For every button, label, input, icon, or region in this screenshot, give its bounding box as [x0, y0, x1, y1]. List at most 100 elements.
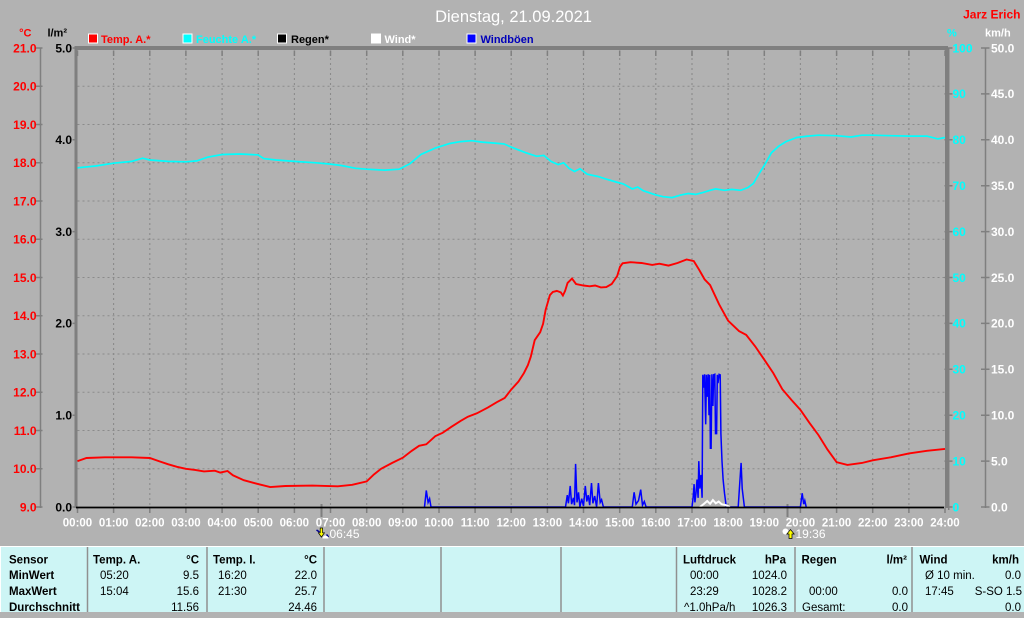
- svg-text:9.5: 9.5: [183, 570, 199, 582]
- svg-text:30.0: 30.0: [991, 225, 1015, 239]
- svg-text:4.0: 4.0: [55, 133, 72, 147]
- svg-text:9.0: 9.0: [20, 500, 37, 514]
- svg-text:18.0: 18.0: [13, 156, 37, 170]
- svg-text:05:20: 05:20: [100, 570, 129, 582]
- svg-text:Regen: Regen: [802, 555, 837, 567]
- svg-text:10:00: 10:00: [424, 518, 453, 530]
- svg-text:15.6: 15.6: [177, 586, 199, 598]
- svg-text:15.0: 15.0: [13, 271, 37, 285]
- svg-text:hPa: hPa: [765, 555, 787, 567]
- svg-text:23:29: 23:29: [690, 586, 719, 598]
- svg-text:Regen*: Regen*: [291, 34, 330, 46]
- svg-text:10.0: 10.0: [13, 462, 37, 476]
- svg-text:40.0: 40.0: [991, 133, 1015, 147]
- svg-text:11.56: 11.56: [171, 602, 199, 614]
- svg-text:06:00: 06:00: [280, 518, 309, 530]
- svg-text:12:00: 12:00: [497, 518, 526, 530]
- svg-text:0.0: 0.0: [991, 500, 1008, 514]
- svg-text:15.0: 15.0: [991, 363, 1015, 377]
- svg-text:1024.0: 1024.0: [752, 570, 787, 582]
- svg-text:0.0: 0.0: [1005, 602, 1021, 614]
- svg-text:Durchschnitt: Durchschnitt: [9, 602, 80, 614]
- svg-text:10.0: 10.0: [991, 409, 1015, 423]
- svg-text:°C: °C: [304, 555, 317, 567]
- svg-text:50: 50: [953, 271, 967, 285]
- svg-text:16.0: 16.0: [13, 233, 37, 247]
- svg-text:^1.0hPa/h: ^1.0hPa/h: [684, 602, 735, 614]
- svg-text:03:00: 03:00: [171, 518, 200, 530]
- svg-text:22.0: 22.0: [295, 570, 317, 582]
- svg-text:Gesamt:: Gesamt:: [802, 602, 845, 614]
- svg-text:Wind: Wind: [920, 555, 948, 567]
- svg-text:11.0: 11.0: [14, 424, 37, 438]
- svg-text:Feuchte A.*: Feuchte A.*: [196, 34, 257, 46]
- svg-text:km/h: km/h: [985, 28, 1011, 40]
- svg-text:20.0: 20.0: [13, 80, 37, 94]
- svg-text:1026.3: 1026.3: [752, 602, 787, 614]
- svg-text:20: 20: [953, 409, 967, 423]
- svg-text:0.0: 0.0: [55, 500, 72, 514]
- svg-text:l/m²: l/m²: [47, 28, 67, 40]
- svg-text:30: 30: [953, 363, 967, 377]
- svg-text:S-SO 1.5: S-SO 1.5: [975, 586, 1022, 598]
- svg-text:Jarz Erich: Jarz Erich: [963, 8, 1020, 22]
- svg-text:5.0: 5.0: [991, 454, 1008, 468]
- svg-text:5.0: 5.0: [55, 41, 72, 55]
- svg-text:07:00: 07:00: [316, 518, 345, 530]
- svg-text:°C: °C: [19, 28, 31, 40]
- svg-text:90: 90: [953, 87, 967, 101]
- svg-text:21:00: 21:00: [822, 518, 851, 530]
- svg-text:20:00: 20:00: [786, 518, 815, 530]
- svg-text:70: 70: [953, 179, 967, 193]
- svg-text:19:00: 19:00: [750, 518, 779, 530]
- svg-text:16:00: 16:00: [641, 518, 670, 530]
- svg-text:24.46: 24.46: [288, 602, 317, 614]
- svg-text:21.0: 21.0: [13, 41, 37, 55]
- svg-text:06:45: 06:45: [330, 527, 360, 541]
- svg-text:Dienstag, 21.09.2021: Dienstag, 21.09.2021: [435, 8, 592, 26]
- svg-text:13.0: 13.0: [13, 347, 37, 361]
- svg-text:0: 0: [953, 500, 960, 514]
- svg-text:02:00: 02:00: [135, 518, 164, 530]
- svg-text:00:00: 00:00: [690, 570, 719, 582]
- svg-text:17:45: 17:45: [925, 586, 954, 598]
- svg-text:0.0: 0.0: [892, 586, 908, 598]
- svg-text:80: 80: [953, 133, 967, 147]
- svg-text:05:00: 05:00: [244, 518, 273, 530]
- svg-text:17.0: 17.0: [13, 194, 37, 208]
- svg-text:%: %: [947, 28, 957, 40]
- svg-text:09:00: 09:00: [388, 518, 417, 530]
- svg-text:MinWert: MinWert: [9, 570, 54, 582]
- svg-text:13:00: 13:00: [533, 518, 562, 530]
- svg-text:50.0: 50.0: [991, 41, 1015, 55]
- svg-text:Temp. A.*: Temp. A.*: [101, 34, 151, 46]
- svg-text:45.0: 45.0: [991, 87, 1015, 101]
- svg-text:Wind*: Wind*: [385, 34, 417, 46]
- svg-text:0.0: 0.0: [892, 602, 908, 614]
- svg-text:60: 60: [953, 225, 967, 239]
- svg-text:17:00: 17:00: [677, 518, 706, 530]
- svg-text:2.0: 2.0: [55, 317, 72, 331]
- svg-text:24:00: 24:00: [930, 518, 959, 530]
- svg-text:20.0: 20.0: [991, 317, 1015, 331]
- svg-text:MaxWert: MaxWert: [9, 586, 57, 598]
- svg-text:km/h: km/h: [992, 555, 1019, 567]
- svg-text:l/m²: l/m²: [887, 555, 908, 567]
- svg-text:3.0: 3.0: [55, 225, 72, 239]
- svg-text:21:30: 21:30: [218, 586, 247, 598]
- svg-text:25.7: 25.7: [295, 586, 317, 598]
- svg-text:Sensor: Sensor: [9, 555, 49, 567]
- svg-text:Temp. A.: Temp. A.: [93, 555, 140, 567]
- svg-text:12.0: 12.0: [13, 386, 37, 400]
- svg-text:10: 10: [953, 454, 967, 468]
- svg-text:19:36: 19:36: [796, 527, 826, 541]
- svg-text:40: 40: [953, 317, 967, 331]
- svg-text:Luftdruck: Luftdruck: [683, 555, 737, 567]
- svg-text:14:00: 14:00: [569, 518, 598, 530]
- svg-text:Ø 10 min.: Ø 10 min.: [925, 570, 975, 582]
- svg-text:Temp. I.: Temp. I.: [213, 555, 256, 567]
- svg-text:15:00: 15:00: [605, 518, 634, 530]
- svg-text:°C: °C: [186, 555, 199, 567]
- svg-text:08:00: 08:00: [352, 518, 381, 530]
- svg-text:04:00: 04:00: [207, 518, 236, 530]
